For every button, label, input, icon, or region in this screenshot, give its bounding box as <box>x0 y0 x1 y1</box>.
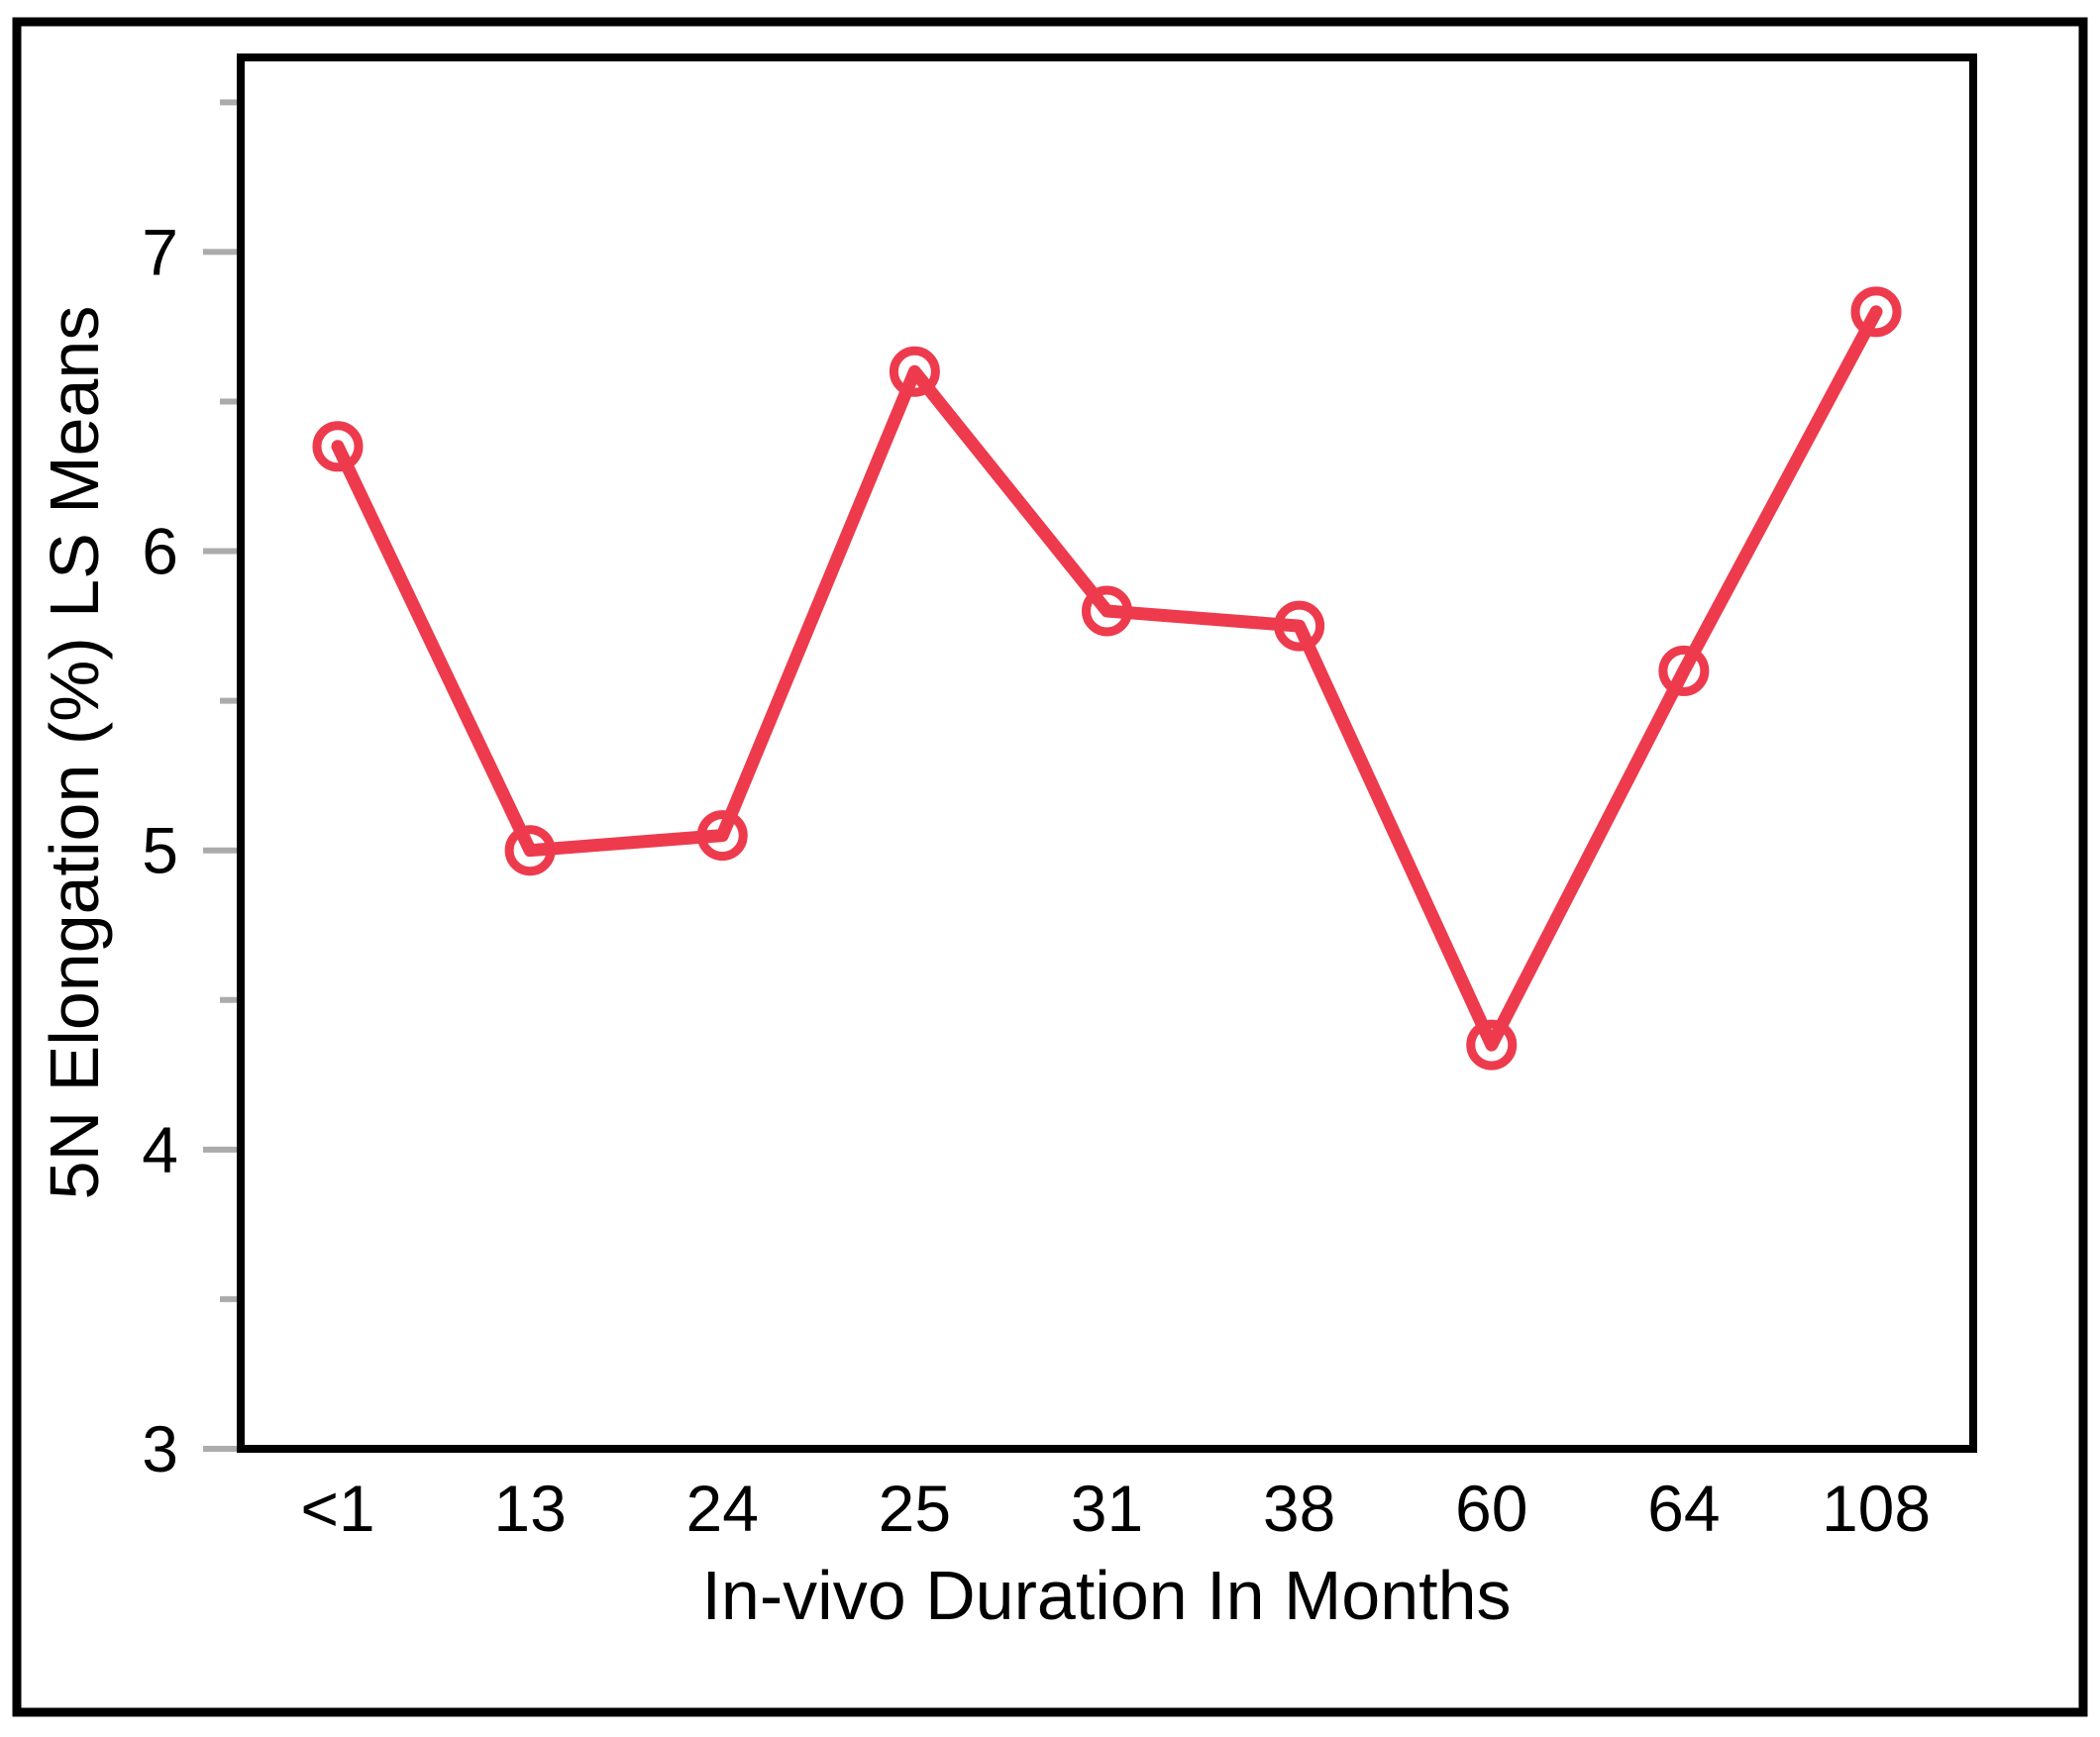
y-tick-label: 3 <box>142 1412 178 1485</box>
x-tick-label: 64 <box>1647 1472 1720 1545</box>
y-tick-label: 6 <box>142 515 178 588</box>
data-point-marker <box>504 825 556 876</box>
data-point-marker <box>1466 1019 1518 1071</box>
x-tick-label: 24 <box>686 1472 759 1545</box>
data-point-marker <box>312 421 364 472</box>
data-point-marker <box>1082 585 1132 637</box>
axis-tick-labels: 3 4 5 6 7 <1 13 24 25 31 38 60 64 108 <box>142 215 1931 1545</box>
x-tick-label: 108 <box>1822 1472 1931 1545</box>
x-tick-label: <1 <box>300 1472 374 1545</box>
y-tick-label: 7 <box>142 215 178 288</box>
data-series <box>312 286 1902 1071</box>
figure-border <box>12 17 2088 1717</box>
x-tick-label: 38 <box>1263 1472 1335 1545</box>
y-axis-title: 5N Elongation (%) LS Means <box>36 306 113 1200</box>
y-tick-label: 5 <box>142 814 178 887</box>
x-tick-label: 13 <box>493 1472 566 1545</box>
x-tick-label: 60 <box>1455 1472 1527 1545</box>
data-point-marker <box>1850 286 1902 338</box>
data-point-marker <box>696 810 748 862</box>
y-tick-label: 4 <box>142 1113 178 1186</box>
series-line <box>331 305 1883 1052</box>
y-axis-ticks <box>203 99 237 1452</box>
plot-area-border <box>237 53 1977 1453</box>
data-point-marker <box>1274 600 1325 652</box>
data-point-marker <box>889 346 940 397</box>
data-point-marker <box>1658 645 1710 696</box>
x-axis-title: In-vivo Duration In Months <box>701 1557 1511 1634</box>
x-tick-label: 25 <box>879 1472 951 1545</box>
x-tick-label: 31 <box>1071 1472 1143 1545</box>
